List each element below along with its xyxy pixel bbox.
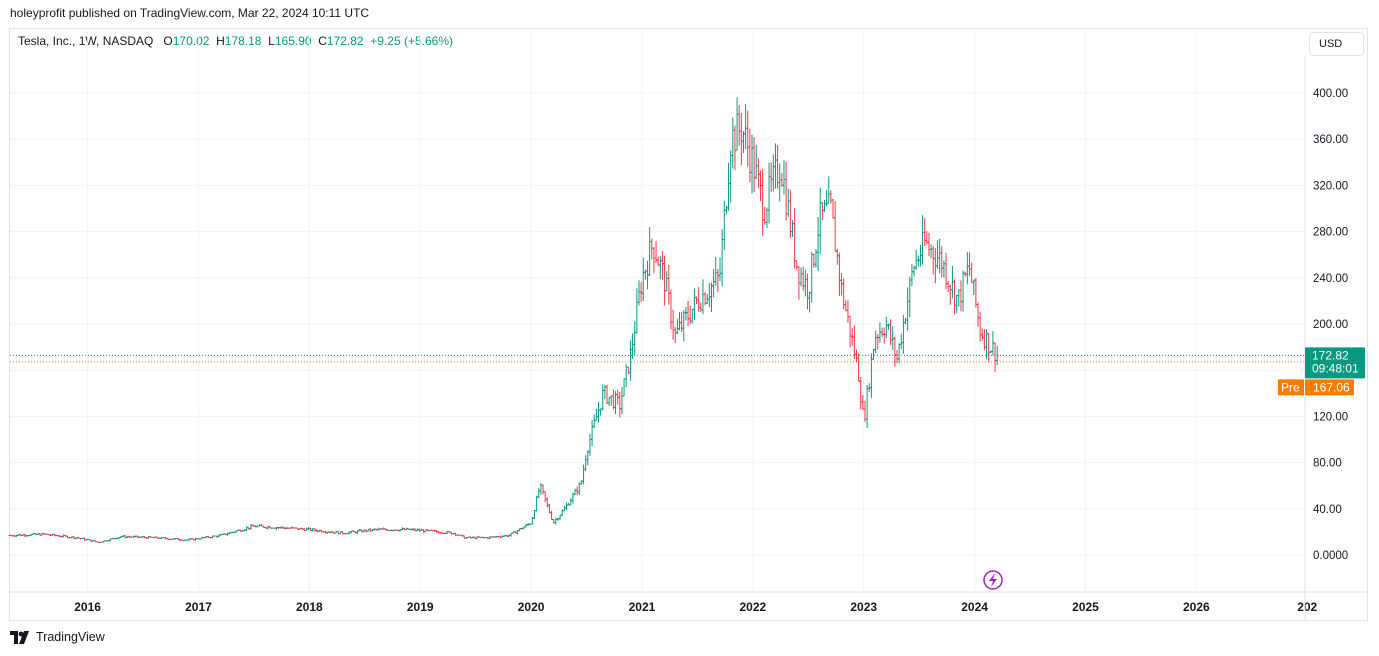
low-value: 165.90 [274,34,312,48]
tradingview-logo-icon [10,630,29,644]
brand-footer: TradingView [10,630,105,644]
open-value: 170.02 [172,34,210,48]
close-label: C [318,34,327,48]
change-value: +9.25 (+5.66%) [370,34,453,48]
low-label: L [268,34,275,48]
open-label: O [163,34,173,48]
symbol-name: Tesla, Inc., 1W, NASDAQ [18,34,154,48]
currency-button[interactable]: USD [1309,32,1364,56]
high-value: 178.18 [224,34,262,48]
chart-frame [9,28,1368,621]
symbol-legend: Tesla, Inc., 1W, NASDAQ O170.02 H178.18 … [18,34,453,48]
brand-name: TradingView [36,630,105,644]
publisher-caption: holeyprofit published on TradingView.com… [10,6,370,20]
high-label: H [216,34,225,48]
close-value: 172.82 [326,34,364,48]
